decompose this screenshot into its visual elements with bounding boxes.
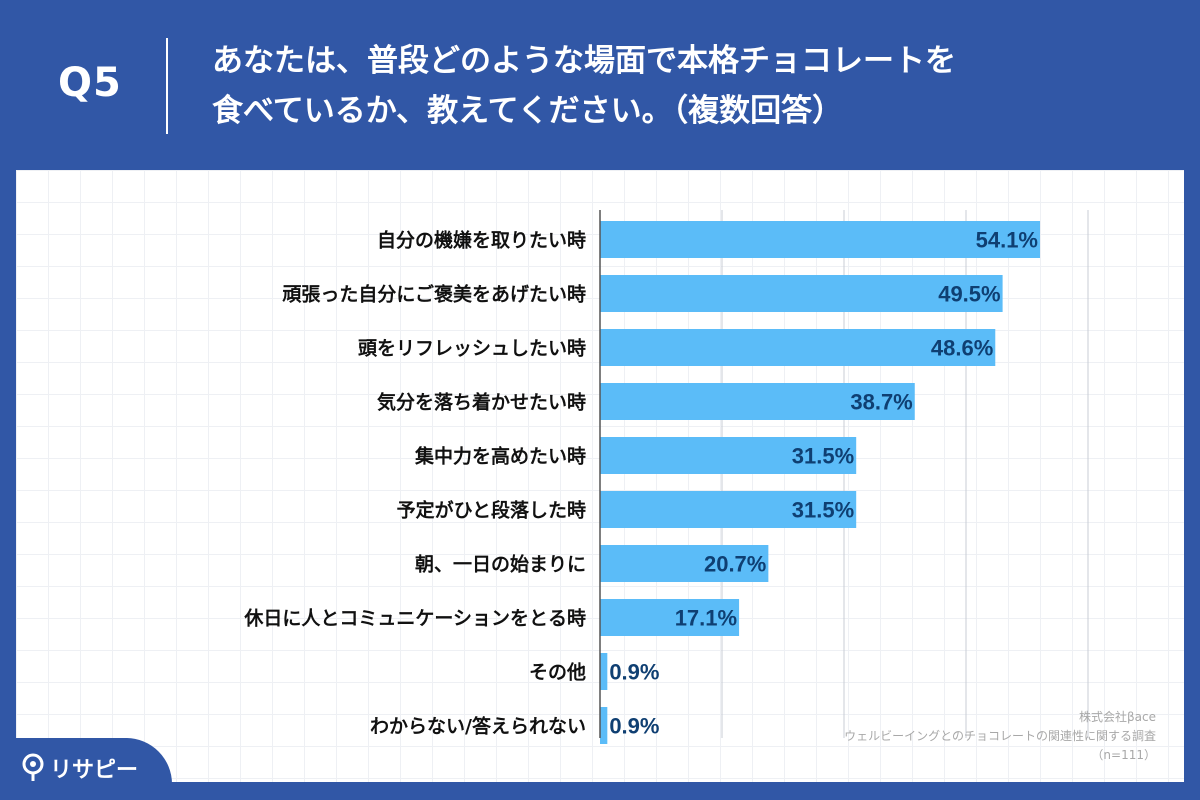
value-label-9: 0.9% [609, 660, 659, 685]
category-label-8: 休日に人とコミュニケーションをとる時 [243, 608, 586, 630]
title-line-1: あなたは、普段どのような場面で本格チョコレートを [212, 43, 956, 79]
credit-sample-size: （n=111） [1091, 748, 1156, 762]
title-line-2: 食べているか、教えてください。（複数回答） [212, 93, 844, 129]
bar-3 [600, 329, 996, 366]
value-label-4: 38.7% [850, 390, 912, 415]
header-band: Q5 あなたは、普段どのような場面で本格チョコレートを 食べているか、教えてくだ… [0, 0, 1200, 170]
survey-credit: 株式会社βace ウェルビーイングとのチョコレートの関連性に関する調査 （n=1… [696, 708, 1156, 765]
bar-4 [600, 383, 915, 420]
logo-text: リサピー [50, 758, 139, 783]
credit-company: 株式会社βace [1079, 710, 1156, 724]
credit-survey-name: ウェルビーイングとのチョコレートの関連性に関する調査 [844, 729, 1156, 743]
category-label-5: 集中力を高めたい時 [414, 445, 586, 468]
value-label-10: 0.9% [609, 714, 659, 739]
bar-6 [600, 491, 857, 528]
question-title: あなたは、普段どのような場面で本格チョコレートを 食べているか、教えてください。… [212, 36, 1172, 136]
value-label-2: 49.5% [938, 282, 1000, 307]
chart-panel: 自分の機嫌を取りたい時 54.1% 頑張った自分にご褒美をあげたい時 49.5% 頭をリ… [16, 170, 1184, 782]
bar-1 [600, 221, 1041, 258]
category-label-1: 自分の機嫌を取りたい時 [377, 229, 586, 252]
category-label-9: その他 [529, 661, 586, 684]
value-label-8: 17.1% [675, 606, 737, 631]
value-label-6: 31.5% [792, 498, 854, 523]
map-pin-icon [22, 753, 44, 781]
logo-tab [0, 738, 172, 800]
bar-8 [600, 599, 740, 636]
category-label-4: 気分を落ち着かせたい時 [377, 391, 586, 414]
value-label-7: 20.7% [704, 552, 766, 577]
question-label: Q5 [58, 60, 122, 106]
bar-chart: 自分の機嫌を取りたい時 54.1% 頑張った自分にご褒美をあげたい時 49.5% 頭をリ… [243, 210, 1089, 744]
bar-7 [600, 545, 769, 582]
category-label-2: 頑張った自分にご褒美をあげたい時 [281, 283, 586, 306]
value-label-3: 48.6% [931, 336, 993, 361]
category-label-7: 朝、一日の始まりに [415, 553, 586, 576]
bar-2 [600, 275, 1003, 312]
value-label-1: 54.1% [976, 228, 1038, 253]
value-label-5: 31.5% [792, 444, 854, 469]
header-divider [166, 38, 168, 134]
bar-9 [600, 653, 608, 690]
category-label-3: 頭をリフレッシュしたい時 [358, 338, 586, 360]
brand-logo: リサピー [20, 752, 138, 784]
bar-5 [600, 437, 857, 474]
category-label-10: わからない/答えられない [370, 715, 586, 738]
bar-10 [600, 707, 608, 744]
category-label-6: 予定がひと段落した時 [397, 499, 586, 522]
